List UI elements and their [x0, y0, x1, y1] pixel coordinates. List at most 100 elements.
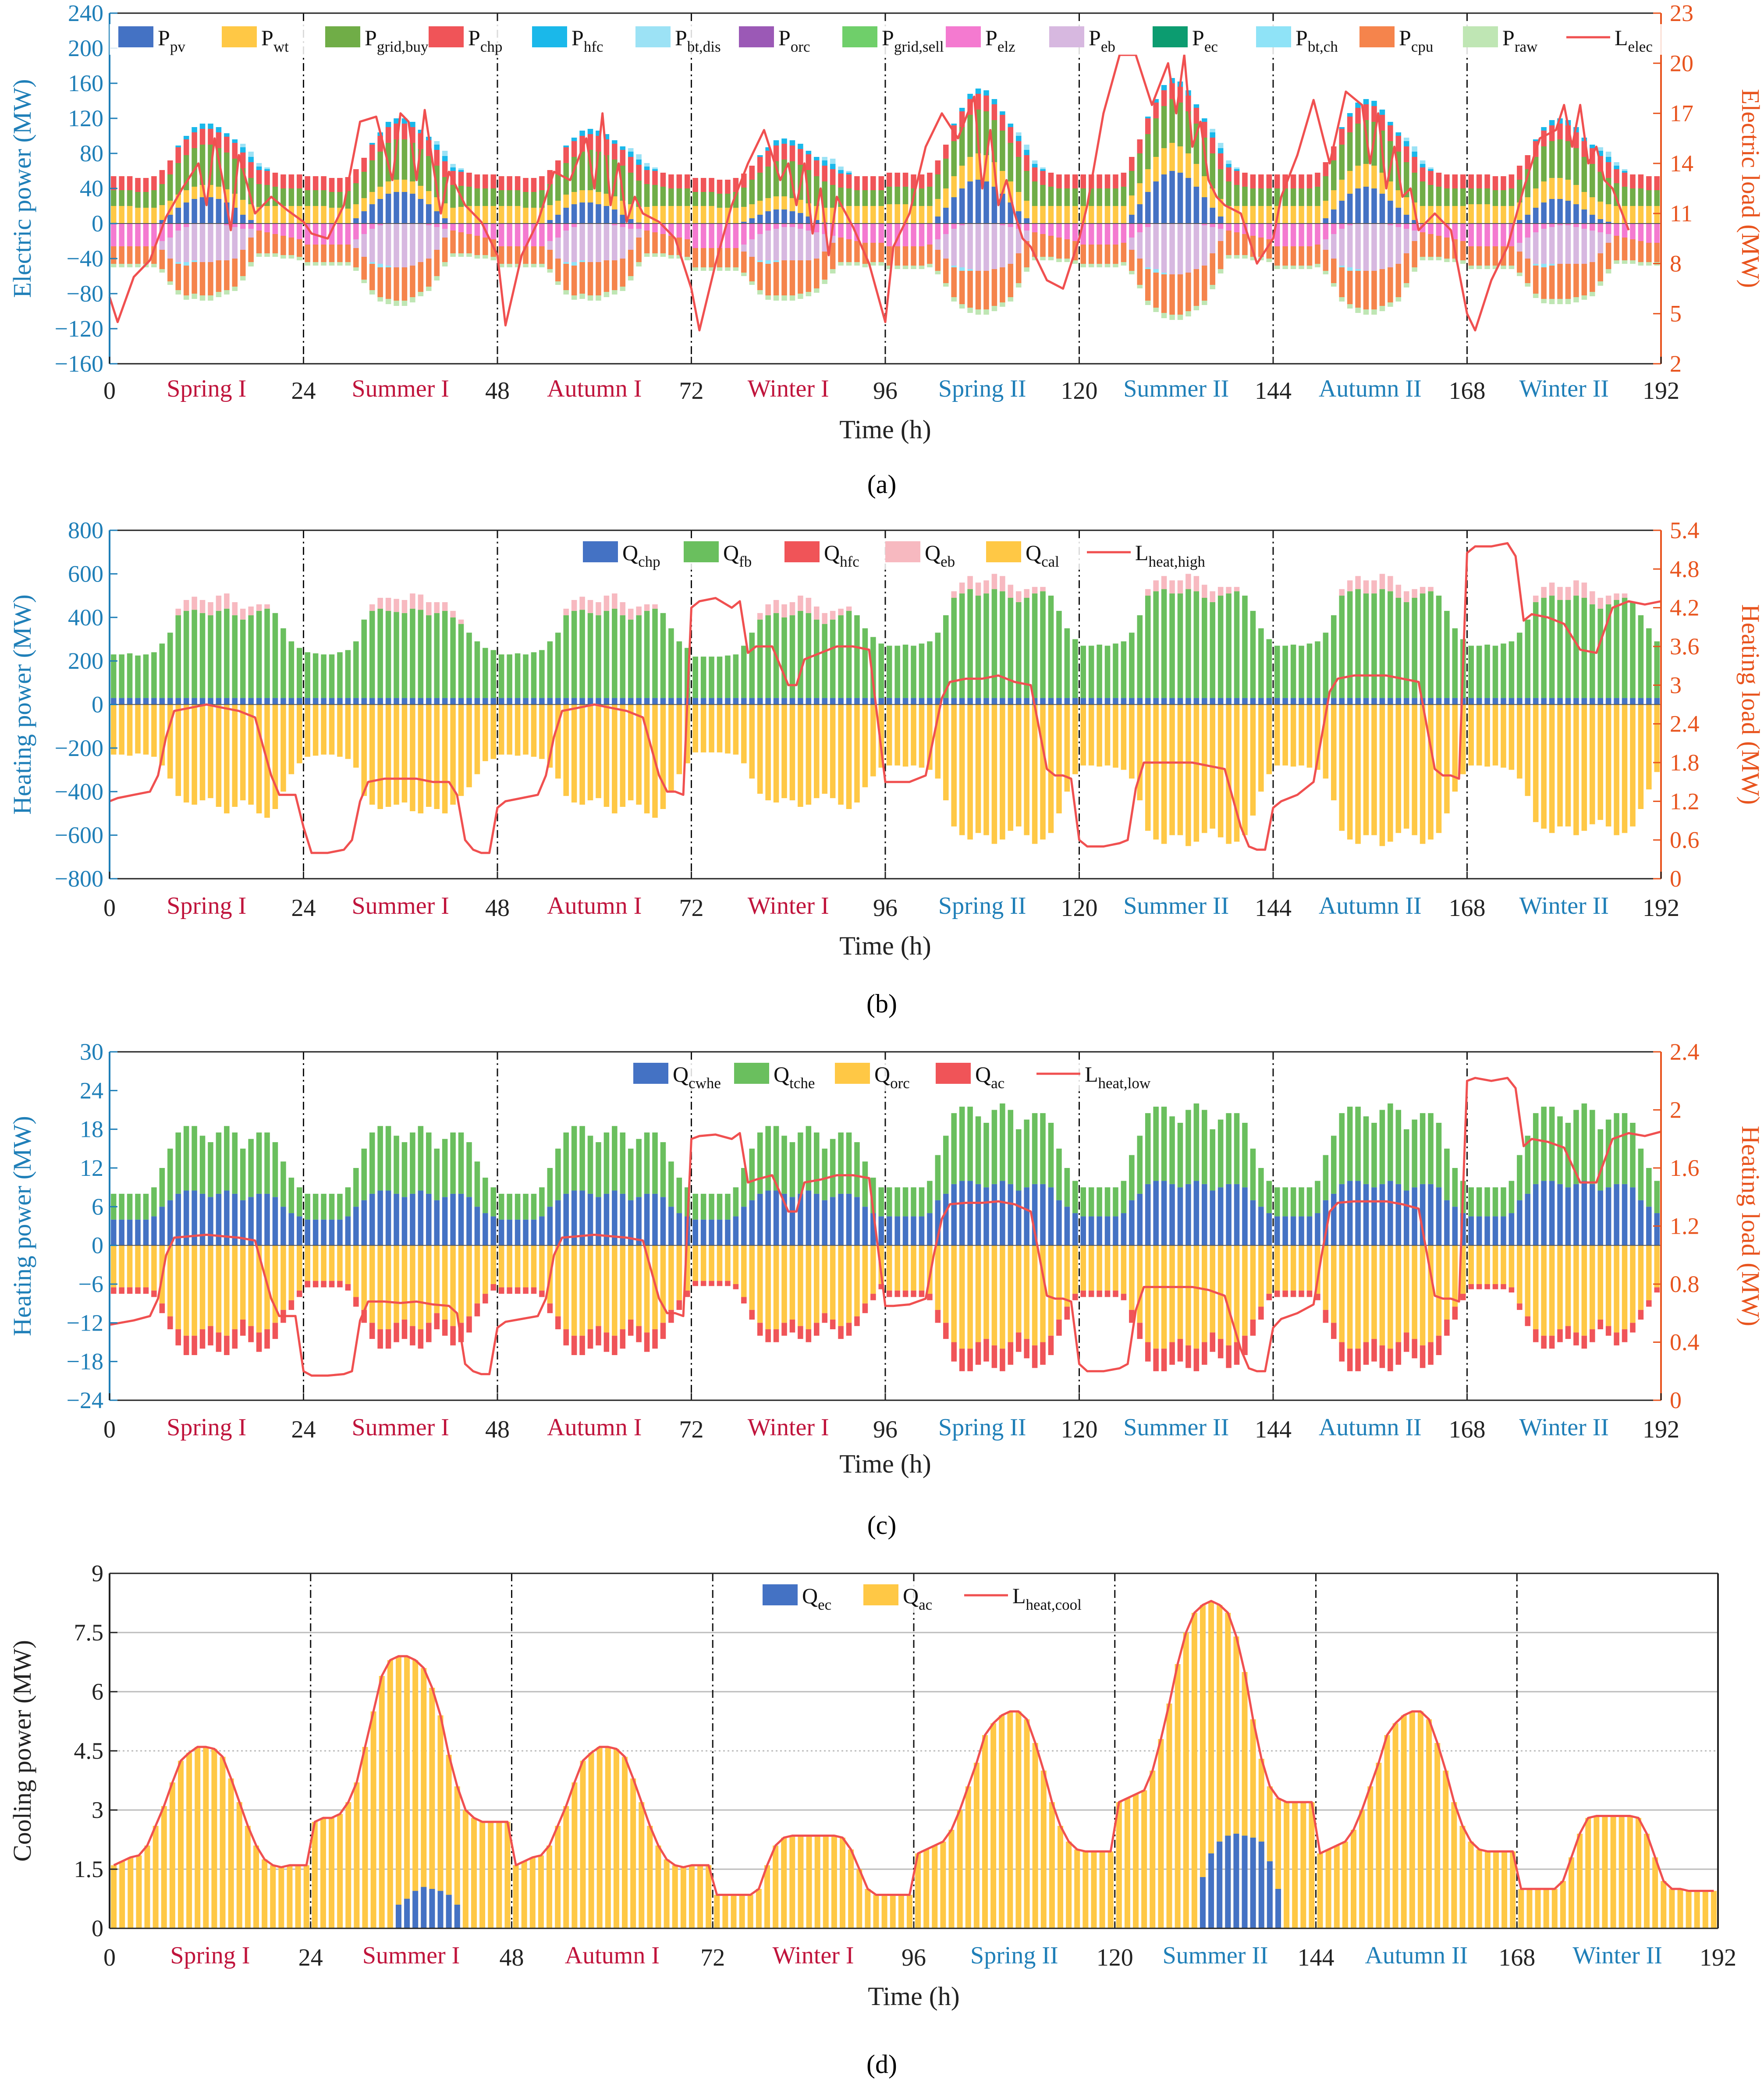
- bar-P_bt_dis: [1024, 145, 1029, 150]
- bar-Q_chp: [1605, 698, 1611, 705]
- bar-Q_ac: [764, 1865, 770, 1928]
- bar-Q_cal: [1420, 704, 1426, 844]
- bar-P_elz: [1412, 224, 1417, 231]
- bar-Q_chp: [935, 698, 941, 705]
- bar-Q_ac: [488, 1822, 494, 1928]
- bar-Q_chp: [1169, 698, 1175, 705]
- bar-P_raw: [644, 253, 650, 257]
- bar-P_eb: [773, 229, 779, 260]
- season-label: Autumn II: [1365, 1942, 1468, 1969]
- bar-Q_ac: [1137, 1323, 1143, 1339]
- bar-Q_ac: [143, 1287, 149, 1294]
- bar-Q_ac: [630, 1778, 636, 1928]
- bar-Q_ac: [902, 1290, 909, 1297]
- bar-Q_orc: [749, 1245, 755, 1310]
- bar-Q_tche: [878, 1187, 884, 1217]
- bar-P_bt_dis: [652, 167, 658, 169]
- bar-P_cpu: [733, 248, 739, 267]
- bar-Q_chp: [539, 698, 545, 705]
- bar-P_cpu: [1202, 266, 1207, 301]
- bar-Q_fb: [1347, 591, 1353, 698]
- bar-Q_cal: [1048, 704, 1054, 833]
- panels: −160−120−80−4004080120160200240258111417…: [8, 0, 1764, 2011]
- bar-Q_chp: [1492, 698, 1498, 705]
- bar-Q_ac: [622, 1757, 628, 1928]
- bar-Q_ac: [462, 1810, 469, 1928]
- bar-P_eb: [757, 234, 763, 260]
- bar-Q_eb: [612, 593, 618, 609]
- bar-P_raw: [232, 287, 238, 291]
- bar-Q_eb: [369, 604, 375, 611]
- bar-P_chp: [539, 176, 545, 190]
- bar-Q_cwhe: [1525, 1193, 1531, 1246]
- bar-Q_cwhe: [612, 1190, 618, 1246]
- bar-P_raw: [305, 262, 310, 266]
- bar-Q_ac: [1153, 1349, 1159, 1371]
- legend-label: Qeb: [925, 540, 955, 570]
- bar-P_chp: [1064, 174, 1070, 188]
- bar-Q_chp: [1468, 698, 1474, 705]
- bar-P_raw: [248, 262, 254, 266]
- bar-Q_ac: [890, 1895, 896, 1928]
- bar-P_cpu: [1468, 246, 1474, 266]
- bar-Q_cal: [991, 704, 997, 844]
- bar-P_wt: [1113, 206, 1118, 224]
- bar-Q_ac: [798, 1835, 804, 1928]
- bar-Q_cwhe: [1169, 1184, 1175, 1246]
- bar-Q_ac: [951, 1342, 957, 1362]
- bar-Q_chp: [725, 698, 731, 705]
- bar-Q_fb: [951, 598, 957, 698]
- bar-Q_cwhe: [854, 1197, 860, 1246]
- legend-label: Lelec: [1615, 25, 1653, 55]
- bar-P_hfc: [773, 140, 779, 146]
- bar-Q_eb: [596, 602, 601, 615]
- bar-Q_cwhe: [991, 1184, 997, 1246]
- bar-P_grid_buy: [224, 153, 230, 189]
- bar-P_chp: [458, 172, 464, 186]
- y-tick-label: 240: [68, 0, 103, 26]
- bar-Q_eb: [1614, 593, 1619, 600]
- bar-Q_chp: [1590, 698, 1595, 705]
- bar-Q_fb: [1113, 643, 1118, 698]
- bar-P_chp: [1468, 174, 1474, 188]
- y-tick-label: 6: [92, 1193, 103, 1220]
- bar-Q_chp: [1395, 698, 1402, 705]
- bar-Q_cwhe: [830, 1197, 836, 1246]
- bar-Q_chp: [1080, 698, 1086, 705]
- bar-Q_fb: [1104, 646, 1111, 698]
- bar-P_hfc: [385, 122, 391, 127]
- bar-Q_cal: [1476, 704, 1482, 766]
- bar-Q_tche: [692, 1193, 698, 1220]
- bar-Q_ac: [394, 1323, 399, 1342]
- bar-P_raw: [1015, 283, 1022, 287]
- bar-P_elz: [846, 224, 852, 239]
- bar-Q_orc: [1581, 1245, 1587, 1336]
- bar-P_chp: [1299, 174, 1304, 188]
- bar-P_bt_dis: [822, 157, 827, 160]
- bar-P_pv: [369, 204, 375, 224]
- bar-Q_orc: [385, 1245, 391, 1330]
- bar-P_grid_buy: [1508, 188, 1515, 206]
- bar-P_cpu: [1104, 245, 1111, 264]
- bar-Q_ac: [1434, 1743, 1441, 1928]
- bar-P_wt: [192, 187, 197, 199]
- bar-P_elz: [1121, 224, 1127, 243]
- bar-Q_cal: [143, 704, 149, 755]
- bar-P_chp: [1492, 176, 1498, 190]
- bar-P_cpu: [1622, 238, 1628, 260]
- bar-P_raw: [676, 255, 682, 259]
- bar-P_chp: [668, 174, 674, 188]
- bar-P_raw: [1630, 260, 1636, 264]
- bar-Q_tche: [717, 1193, 723, 1220]
- bar-Q_fb: [620, 615, 626, 698]
- bar-P_raw: [1557, 299, 1563, 304]
- bar-Q_ac: [873, 1895, 879, 1928]
- bar-P_chp: [1363, 104, 1369, 120]
- bar-Q_ac: [404, 1656, 410, 1928]
- bar-Q_cal: [1395, 704, 1402, 833]
- bar-P_grid_buy: [321, 190, 327, 206]
- bar-Q_fb: [305, 652, 310, 698]
- bar-P_grid_buy: [119, 190, 124, 206]
- bar-Q_ac: [1652, 1857, 1658, 1928]
- bar-Q_cal: [361, 704, 367, 796]
